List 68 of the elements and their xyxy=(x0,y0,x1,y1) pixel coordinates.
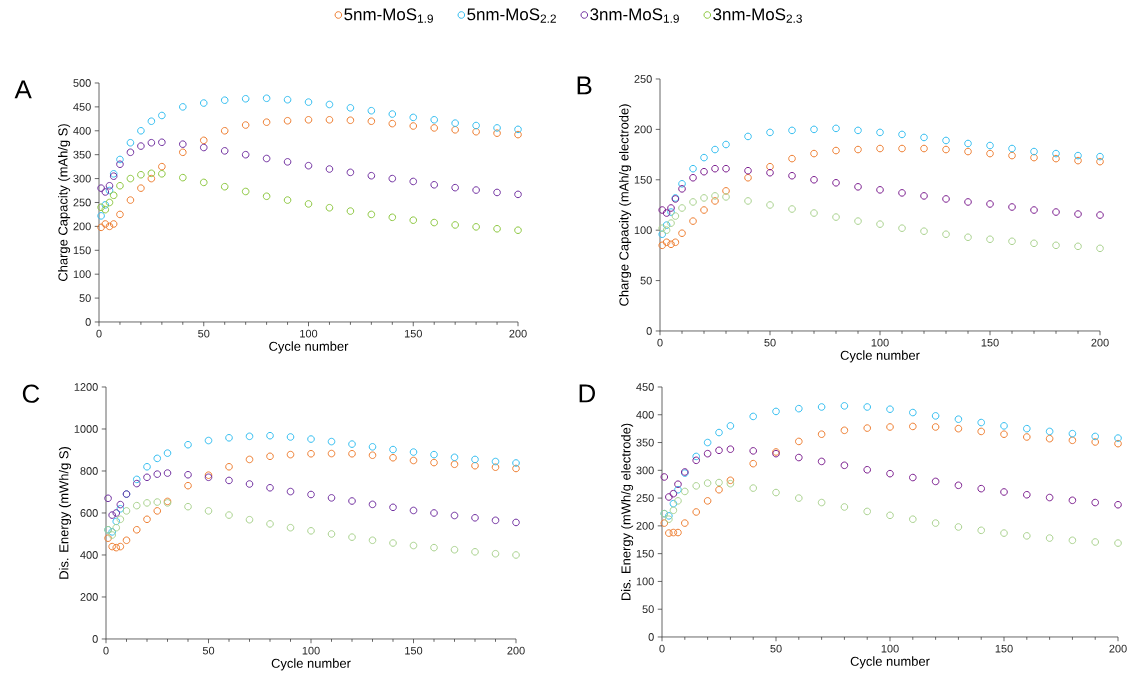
legend-label: 3nm-MoS$_{2.3}$ xyxy=(713,8,802,23)
y-tick-label: 300 xyxy=(73,174,91,183)
y-tick-label: 150 xyxy=(73,246,91,255)
x-tick-label: 150 xyxy=(405,646,423,655)
y-tick-label: 600 xyxy=(80,509,98,517)
x-tick-label: 50 xyxy=(764,338,776,347)
x-tick-label: 100 xyxy=(881,644,899,653)
y-tick-label: 200 xyxy=(634,125,652,134)
y-tick-label: 200 xyxy=(636,522,654,530)
x-tick-label: 200 xyxy=(507,646,525,655)
x-tick-label: 50 xyxy=(198,329,210,338)
x-tick-label: 50 xyxy=(770,644,782,653)
y-tick-label: 50 xyxy=(640,276,652,285)
y-tick-label: 150 xyxy=(634,175,652,184)
chart-title: B xyxy=(577,76,592,95)
x-tick-label: 200 xyxy=(1109,644,1127,653)
x-tick-label: 150 xyxy=(995,644,1013,653)
y-tick-label: 300 xyxy=(636,466,654,475)
legend-label: 5nm-MoS$_{2.2}$ xyxy=(467,8,556,23)
y-tick-label: 250 xyxy=(634,75,652,83)
legend-label: 3nm-MoS$_{1.9}$ xyxy=(590,8,679,23)
y-tick-label: 0 xyxy=(648,633,654,641)
x-tick-label: 200 xyxy=(1091,338,1109,347)
x-tick-label: 0 xyxy=(103,646,109,655)
legend-label: 5nm-MoS$_{1.9}$ xyxy=(344,8,433,23)
x-axis-title: Cycle number xyxy=(850,656,930,669)
y-tick-label: 200 xyxy=(73,222,91,231)
x-tick-label: 50 xyxy=(202,646,215,655)
x-axis-title: Cycle number xyxy=(271,658,351,671)
x-tick-label: 150 xyxy=(404,329,422,338)
y-tick-label: 400 xyxy=(73,126,91,135)
y-tick-label: 1200 xyxy=(74,383,98,391)
y-axis-title: Charge Capacity (mAh/g electrode) xyxy=(619,104,632,306)
y-tick-label: 450 xyxy=(636,383,654,391)
y-tick-label: 50 xyxy=(642,605,654,614)
y-tick-label: 350 xyxy=(73,150,91,159)
y-tick-label: 800 xyxy=(80,467,98,475)
y-tick-label: 400 xyxy=(636,410,654,419)
y-tick-label: 0 xyxy=(85,318,91,326)
chart-title: A xyxy=(14,80,32,99)
y-tick-label: 1000 xyxy=(74,425,98,433)
y-tick-label: 200 xyxy=(80,593,98,601)
y-tick-label: 250 xyxy=(636,494,654,502)
y-axis-title: Dis. Energy (mWh/g S) xyxy=(58,446,72,579)
x-tick-label: 100 xyxy=(300,329,318,338)
y-axis-title: Charge Capacity (mAh/g S) xyxy=(58,124,71,282)
y-tick-label: 400 xyxy=(80,551,98,559)
x-tick-label: 0 xyxy=(657,338,663,347)
y-tick-label: 100 xyxy=(634,226,652,235)
x-tick-label: 150 xyxy=(981,338,999,347)
y-tick-label: 50 xyxy=(79,294,91,302)
y-tick-label: 250 xyxy=(73,198,91,207)
y-tick-label: 500 xyxy=(73,79,91,87)
x-axis-title: Cycle number xyxy=(269,341,349,354)
y-tick-label: 350 xyxy=(636,438,654,447)
y-tick-label: 100 xyxy=(636,577,654,586)
y-tick-label: 150 xyxy=(636,549,654,558)
x-tick-label: 100 xyxy=(871,338,889,347)
y-axis-title: Dis. Energy (mWh/g electrode) xyxy=(621,423,634,601)
y-tick-label: 100 xyxy=(73,270,91,279)
x-tick-label: 100 xyxy=(302,646,320,655)
y-tick-label: 450 xyxy=(73,103,91,111)
x-tick-label: 0 xyxy=(659,644,665,653)
y-tick-label: 0 xyxy=(92,635,98,643)
chart-title: C xyxy=(22,384,40,403)
x-tick-label: 200 xyxy=(509,329,527,338)
chart-title: D xyxy=(579,384,595,403)
x-axis-title: Cycle number xyxy=(840,350,920,363)
